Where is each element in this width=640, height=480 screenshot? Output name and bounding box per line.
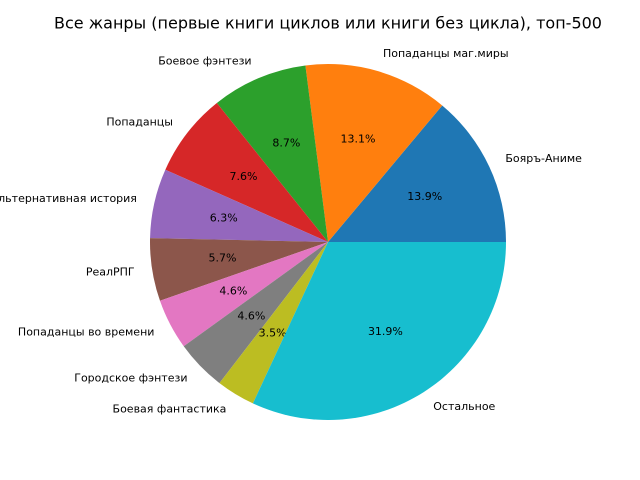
percent-label: 8.7%	[272, 137, 300, 150]
chart-title: Все жанры (первые книги циклов или книги…	[54, 14, 602, 33]
pie-slice	[183, 242, 328, 384]
slice-label: РеалРПГ	[86, 266, 135, 279]
pie-slice	[159, 242, 328, 347]
percent-label: 3.5%	[259, 326, 287, 339]
pie-slice	[328, 105, 506, 242]
pie-slice	[165, 102, 328, 242]
slice-label: Попаданцы во времени	[18, 326, 155, 339]
slice-label: Бояръ-Аниме	[505, 152, 582, 165]
percent-label: 31.9%	[368, 325, 403, 338]
percent-label: 13.9%	[407, 190, 442, 203]
slice-label: Боевая фантастика	[113, 402, 227, 415]
percent-label: 13.1%	[341, 132, 376, 145]
slice-label: Попаданцы	[106, 115, 173, 128]
slice-label: Альтернативная история	[0, 192, 137, 205]
pie-slice	[216, 65, 328, 243]
pie-slice	[150, 169, 328, 242]
slice-label: Боевое фэнтези	[158, 55, 251, 68]
percent-label: 7.6%	[229, 170, 257, 183]
percent-label: 6.3%	[210, 212, 238, 225]
pie-slice	[305, 64, 443, 243]
pie-slice	[219, 242, 328, 404]
percent-label: 5.7%	[209, 252, 237, 265]
percent-label: 4.6%	[237, 309, 265, 322]
slice-label: Попаданцы маг.миры	[383, 47, 509, 60]
pie-slice	[252, 242, 506, 420]
pie-slice	[150, 238, 328, 301]
percent-label: 4.6%	[219, 284, 247, 297]
slice-label: Остальное	[433, 400, 495, 413]
slice-label: Городское фэнтези	[74, 371, 187, 384]
